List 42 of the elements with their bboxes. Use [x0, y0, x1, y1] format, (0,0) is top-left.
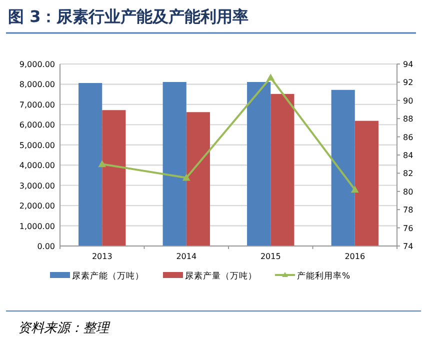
y2-tick-label: 92 [403, 78, 414, 88]
point [350, 186, 359, 193]
bar [78, 83, 102, 246]
legend-label: 产能利用率% [297, 270, 350, 282]
y-tick-label: 9,000.00 [19, 60, 55, 69]
y-tick-label: 0.00 [37, 242, 55, 251]
y-tick-label: 2,000.00 [19, 202, 55, 211]
y-tick-label: 5,000.00 [19, 140, 55, 150]
x-tick-label: 2016 [344, 252, 366, 261]
y2-tick-label: 90 [403, 96, 414, 106]
y2-tick-label: 86 [403, 132, 414, 142]
y2-tick-label: 78 [403, 206, 414, 215]
legend-label: 尿素产量（万吨） [185, 270, 257, 282]
y-tick-label: 8,000.00 [19, 80, 55, 90]
y2-tick-label: 82 [403, 169, 414, 178]
bar [270, 94, 294, 246]
y2-tick-label: 80 [403, 187, 414, 196]
point [98, 160, 106, 168]
y2-tick-label: 88 [403, 114, 414, 124]
point [182, 174, 190, 181]
x-tick-label: 2014 [176, 252, 197, 261]
bar [186, 112, 210, 246]
y2-tick-label: 84 [403, 151, 414, 160]
y2-tick-label: 94 [403, 60, 414, 69]
bar [102, 110, 126, 246]
bar [162, 82, 186, 246]
y-tick-label: 1,000.00 [19, 222, 55, 231]
y2-tick-label: 76 [403, 224, 414, 233]
x-tick-label: 2015 [260, 252, 281, 261]
chart-title: 图 3：尿素行业产能及产能利用率 [8, 7, 249, 26]
y-tick-label: 3,000.00 [19, 181, 55, 190]
y-tick-label: 4,000.00 [19, 161, 55, 170]
point [266, 74, 275, 81]
y-tick-label: 7,000.00 [19, 100, 55, 110]
y2-tick-label: 74 [403, 242, 414, 251]
bar [247, 82, 271, 246]
bar [331, 90, 355, 246]
bar [354, 120, 378, 246]
x-tick-label: 2013 [92, 252, 112, 261]
y-tick-label: 6,000.00 [19, 120, 55, 130]
legend-label: 尿素产能（万吨） [72, 270, 144, 282]
text: 资料来源：整理 [18, 321, 111, 336]
